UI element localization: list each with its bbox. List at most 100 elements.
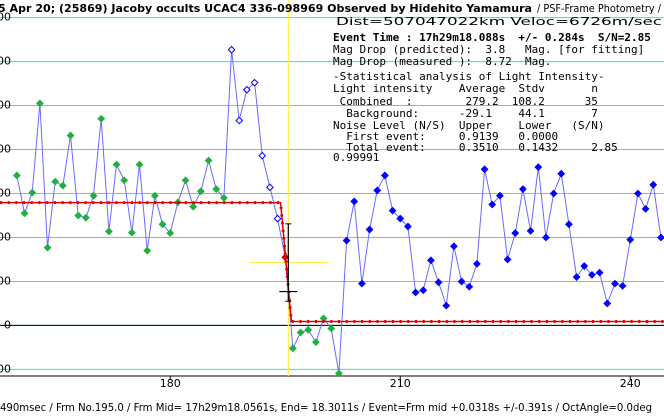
data-point bbox=[265, 183, 274, 192]
data-point bbox=[503, 255, 512, 264]
data-point bbox=[511, 229, 520, 237]
data-point bbox=[519, 185, 527, 194]
x-tick-label: 240 bbox=[620, 377, 641, 390]
data-point bbox=[51, 177, 60, 186]
annotation: Event Time : 17h29m18.088s +/- 0.284s S/… bbox=[333, 31, 651, 44]
y-tick-label: -100 bbox=[0, 362, 11, 375]
data-point bbox=[250, 78, 259, 87]
y-tick-label: 700 bbox=[0, 11, 11, 24]
data-point bbox=[641, 204, 650, 213]
data-point bbox=[166, 229, 175, 237]
data-point bbox=[618, 281, 627, 290]
data-point bbox=[74, 211, 83, 220]
data-point bbox=[296, 328, 305, 337]
data-point bbox=[450, 242, 458, 251]
data-point bbox=[526, 226, 535, 235]
data-point bbox=[97, 114, 106, 123]
data-point bbox=[549, 189, 558, 198]
y-tick-label: 200 bbox=[0, 230, 11, 243]
data-point bbox=[342, 236, 351, 245]
data-point bbox=[427, 256, 435, 265]
data-point bbox=[357, 279, 366, 288]
data-point bbox=[457, 277, 466, 286]
y-tick-label: 100 bbox=[0, 274, 11, 287]
data-point bbox=[442, 301, 451, 310]
data-point bbox=[480, 165, 489, 174]
data-point bbox=[488, 200, 497, 209]
data-point bbox=[58, 181, 67, 190]
annotation: -Statistical analysis of Light Intensity… bbox=[333, 70, 605, 83]
data-point bbox=[304, 325, 313, 334]
data-point bbox=[288, 344, 297, 353]
data-point bbox=[12, 171, 21, 180]
data-point bbox=[28, 188, 37, 197]
data-point bbox=[112, 160, 121, 169]
data-point bbox=[327, 324, 336, 333]
data-point bbox=[411, 288, 420, 297]
annotation: Mag Drop (measured ): 8.72 Mag. bbox=[333, 55, 552, 68]
data-point bbox=[580, 262, 589, 270]
data-point bbox=[404, 222, 412, 231]
fit-dots bbox=[0, 201, 664, 323]
data-point bbox=[158, 220, 167, 229]
chart-info: Dist=507047022km Veloc=6726m/sec bbox=[336, 15, 662, 28]
data-point bbox=[127, 228, 136, 237]
data-point bbox=[465, 282, 474, 291]
data-point bbox=[334, 369, 343, 378]
data-point bbox=[388, 206, 397, 215]
data-point bbox=[396, 214, 405, 223]
data-point bbox=[43, 243, 52, 252]
data-point bbox=[150, 191, 159, 200]
data-point bbox=[473, 259, 481, 268]
data-point bbox=[572, 273, 581, 281]
data-point bbox=[258, 151, 267, 160]
x-tick-label: 180 bbox=[160, 377, 181, 390]
y-tick-label: 600 bbox=[0, 55, 11, 68]
data-point bbox=[35, 99, 44, 108]
data-point bbox=[496, 191, 504, 200]
annotation: Combined : 279.2 108.2 35 bbox=[333, 95, 598, 108]
data-point bbox=[588, 270, 596, 279]
data-point bbox=[181, 176, 190, 185]
annotation: Noise Level (N/S) Upper Lower (S/N) bbox=[333, 119, 605, 132]
y-tick-label: 300 bbox=[0, 186, 11, 199]
annotation: Light intensity Average Stdv n bbox=[333, 82, 598, 95]
data-point bbox=[66, 131, 75, 140]
data-point bbox=[235, 116, 244, 125]
data-point bbox=[204, 156, 213, 165]
data-point bbox=[419, 286, 428, 295]
annotation: First event: 0.9139 0.0000 bbox=[333, 130, 558, 143]
data-point bbox=[557, 169, 566, 178]
data-point bbox=[219, 193, 228, 202]
data-point bbox=[611, 279, 619, 288]
data-point bbox=[657, 233, 664, 242]
data-point bbox=[365, 225, 374, 234]
data-point bbox=[104, 227, 113, 236]
data-point bbox=[649, 180, 658, 189]
data-point bbox=[273, 214, 282, 223]
data-point bbox=[380, 171, 389, 180]
data-point bbox=[534, 163, 543, 172]
y-tick-label: 400 bbox=[0, 143, 11, 156]
data-point bbox=[89, 191, 98, 200]
data-point bbox=[135, 160, 144, 169]
data-point bbox=[81, 213, 90, 222]
data-point bbox=[434, 278, 443, 287]
footer: 490msec / Frm No.195.0 / Frm Mid= 17h29m… bbox=[0, 401, 652, 414]
data-point bbox=[212, 185, 221, 194]
data-point bbox=[120, 176, 129, 185]
x-tick-label: 210 bbox=[390, 377, 411, 390]
data-point bbox=[634, 189, 642, 198]
data-point bbox=[189, 202, 198, 211]
data-point bbox=[565, 220, 573, 229]
chart-title: 5 Apr 20; (25869) Jacoby occults UCAC4 3… bbox=[0, 2, 532, 15]
data-point bbox=[595, 268, 604, 277]
data-point bbox=[373, 186, 382, 195]
chart-subtitle: / PSF-Frame Photometry / bbox=[537, 2, 661, 15]
y-tick-label: 500 bbox=[0, 99, 11, 112]
data-point bbox=[626, 235, 635, 244]
data-point bbox=[311, 338, 320, 347]
annotation: Mag Drop (predicted): 3.8 Mag. [for fitt… bbox=[333, 43, 644, 56]
